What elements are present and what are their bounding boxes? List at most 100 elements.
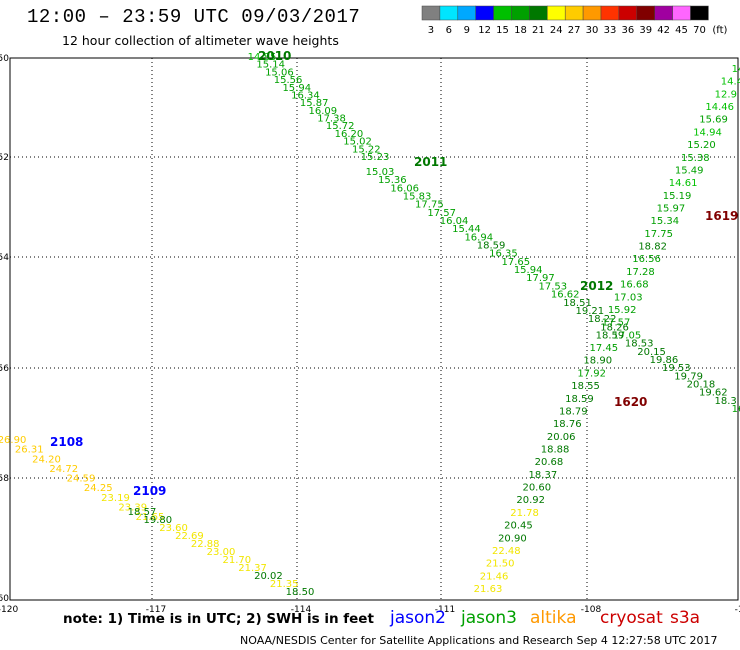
legend-label: 12 (478, 25, 491, 36)
wave-height-value: 15.92 (608, 305, 637, 316)
legend-label: 36 (621, 25, 634, 36)
pass-time-label: 2010 (258, 49, 291, 63)
wave-height-value: 17.57 (602, 318, 631, 329)
wave-height-value: 16.62 (551, 290, 580, 301)
wave-height-value: 15.02 (343, 137, 372, 148)
wave-height-value: 16.94 (464, 232, 493, 243)
wave-height-value: 20.90 (498, 533, 527, 544)
wave-height-value: 15.22 (352, 144, 381, 155)
wave-height-value: 18.22 (588, 314, 617, 325)
wave-height-value: 15.94 (514, 265, 543, 276)
legend-label: 70 (693, 25, 706, 36)
y-tick-label: -56 (0, 364, 9, 374)
wave-height-value: 15.49 (675, 165, 704, 176)
wave-height-value: 18.57 (128, 507, 157, 518)
y-tick-label: -60 (0, 594, 9, 604)
wave-height-value: 19.79 (674, 371, 703, 382)
map-frame (9, 57, 739, 601)
wave-height-value: 21.63 (474, 584, 503, 595)
wave-height-value: 17.03 (614, 292, 643, 303)
color-legend: 3 6 9 12 15 18 21 24 27 30 33 36 39 42 45 70 (ft) (421, 5, 728, 36)
wave-height-value: 21.70 (222, 555, 251, 566)
map-subtitle: 12 hour collection of altimeter wave hei… (62, 33, 339, 48)
legend-label: 18 (514, 25, 527, 36)
wave-height-value: 22.88 (191, 539, 220, 550)
pass-time-label: 2108 (50, 435, 83, 449)
wave-height-value: 20.18 (687, 379, 716, 390)
y-tick-label: -58 (0, 474, 9, 484)
wave-height-value: 20.68 (535, 457, 564, 468)
wave-height-value: 23.39 (118, 502, 147, 513)
satellite-cryosat: cryosat (600, 608, 663, 628)
wave-height-value: 18.59 (477, 241, 506, 252)
x-tick-label: -114 (291, 605, 312, 615)
legend-label: 39 (639, 25, 652, 36)
wave-height-value: 22.48 (492, 546, 521, 557)
wave-height-value: 15.97 (657, 204, 686, 215)
legend-label: 33 (604, 25, 617, 36)
satellite-jason3: jason3 (461, 608, 517, 628)
wave-height-value: 17.38 (317, 114, 346, 125)
wave-height-value: 17.65 (501, 257, 530, 268)
wave-height-value: 15.38 (681, 153, 710, 164)
wave-height-value: 19.62 (699, 388, 728, 399)
footnote: note: 1) Time is in UTC; 2) SWH is in fe… (63, 611, 374, 627)
y-tick-label: -54 (0, 253, 9, 263)
wave-height-value: 21.50 (486, 559, 515, 570)
legend-label: 30 (586, 25, 599, 36)
satellite-s3a: s3a (670, 608, 701, 628)
wave-height-value: 17.53 (539, 281, 568, 292)
x-tick-label: -111 (435, 605, 455, 615)
wave-height-value: 16.09 (309, 106, 338, 117)
wave-height-value: 17.75 (644, 229, 673, 240)
wave-height-value: 18.37 (529, 470, 558, 481)
wave-height-value: 18.53 (625, 339, 654, 350)
wave-height-value: 17.75 (415, 200, 444, 211)
wave-height-value: 16.68 (620, 280, 649, 291)
wave-height-value: 14.61 (669, 178, 698, 189)
wave-height-value: 23.60 (159, 523, 188, 534)
wave-height-value: 17.05 (613, 330, 642, 341)
wave-height-value: 23.19 (101, 493, 130, 504)
wave-height-value: 15.72 (326, 121, 355, 132)
wave-height-value: 19.80 (143, 515, 172, 526)
wave-height-value: 21.65 (136, 512, 165, 523)
wave-height-value: 24.25 (84, 483, 113, 494)
wave-height-value: 14 (732, 64, 740, 75)
wave-height-value: 16.34 (291, 90, 320, 101)
satellite-altika: altika (530, 608, 577, 628)
legend-label: 15 (496, 25, 509, 36)
pass-time-label: 2012 (580, 279, 613, 293)
x-tick-label: -120 (0, 605, 18, 615)
wave-height-value: 15.56 (274, 75, 303, 86)
wave-height-value: 18.55 (571, 381, 600, 392)
wave-height-value: 18.82 (638, 242, 667, 253)
wave-height-value: 21.37 (238, 563, 267, 574)
wave-height-value: 18.59 (596, 330, 625, 341)
wave-height-value: 21.35 (270, 579, 299, 590)
wave-height-value: 22.69 (175, 531, 204, 542)
wave-height-value: 15.94 (282, 83, 311, 94)
wave-height-value: 18.90 (583, 356, 612, 367)
wave-height-value: 17.92 (577, 368, 606, 379)
wave-height-value: 15.69 (699, 115, 728, 126)
map-title: 12:00 – 23:59 UTC 09/03/2017 (27, 6, 361, 28)
legend-label: 42 (657, 25, 670, 36)
wave-height-value: 21.46 (480, 571, 509, 582)
legend-label: 27 (568, 25, 581, 36)
wave-height-value: 26.31 (15, 445, 44, 456)
wave-height-value: 23.00 (207, 547, 236, 558)
legend-label: 9 (464, 25, 470, 36)
x-tick-label: -117 (146, 605, 166, 615)
wave-height-value: 21.78 (510, 508, 539, 519)
x-tick-label: -108 (581, 605, 602, 615)
wave-height-value: 15.34 (651, 216, 680, 227)
wave-height-value: 18.50 (286, 587, 315, 598)
wave-height-value: 20.60 (522, 483, 551, 494)
legend-swatch (690, 5, 709, 21)
credit-line: NOAA/NESDIS Center for Satellite Applica… (240, 634, 718, 647)
pass-time-label: 2011 (414, 155, 447, 169)
wave-height-value: 14.85 (248, 52, 277, 63)
wave-height-value: 24.59 (67, 474, 96, 485)
